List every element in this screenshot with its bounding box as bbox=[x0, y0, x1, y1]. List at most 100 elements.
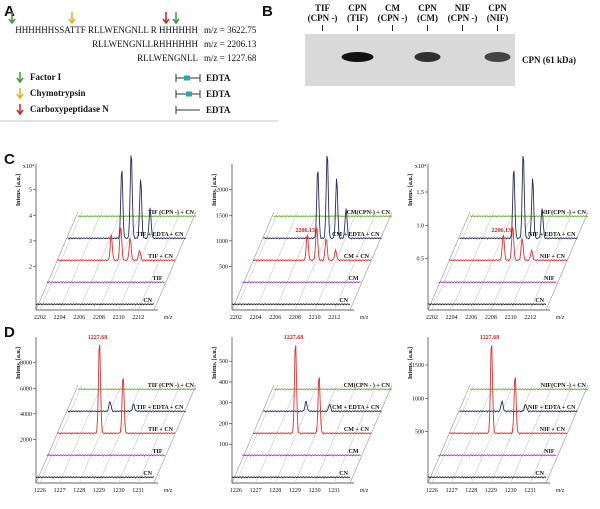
x-tick-label: 2212 bbox=[132, 315, 144, 321]
grid-line bbox=[294, 384, 338, 484]
trace-label: NIF(CPN -) + CN bbox=[541, 382, 587, 389]
depth-axis bbox=[545, 211, 589, 311]
y-axis-label: Intens. [a.u.] bbox=[212, 347, 218, 379]
peak-label: 1227.68 bbox=[480, 335, 500, 341]
lane-name: NIF bbox=[455, 3, 471, 13]
depth-axis bbox=[427, 384, 471, 484]
y-axis-label: Intens. [a.u.] bbox=[408, 174, 414, 206]
peak-label: 1227.68 bbox=[284, 335, 304, 341]
lane-name: CPN bbox=[348, 3, 367, 13]
x-tick-label: 1227 bbox=[446, 488, 458, 494]
trace-label: CN bbox=[535, 471, 544, 477]
enzyme-legend: Factor I Chymotrypsin Carboxypeptidase N… bbox=[16, 72, 231, 116]
spectrum-trace bbox=[46, 454, 165, 457]
lane-detail: (TIF) bbox=[347, 13, 368, 23]
y-tick-label: 2000 bbox=[20, 437, 32, 443]
grid-line bbox=[255, 211, 298, 311]
y-tick-label: 3 bbox=[29, 239, 32, 245]
grid-line bbox=[490, 211, 534, 311]
y-tick-label: 200 bbox=[219, 421, 228, 427]
spectrum-trace bbox=[263, 155, 382, 240]
spectrum-trace bbox=[273, 388, 393, 391]
x-tick-label: 2212 bbox=[524, 315, 536, 321]
spectrum-trace bbox=[448, 225, 567, 262]
x-tick-label: 2210 bbox=[309, 315, 321, 321]
spectrum-trace bbox=[35, 476, 155, 479]
spectrum-trace bbox=[77, 388, 197, 391]
depth-axis bbox=[427, 211, 471, 311]
x-tick-label: 1226 bbox=[230, 488, 242, 494]
peptide-sequence: RLLWENGNLL bbox=[137, 53, 198, 63]
x-tick-label: 1230 bbox=[309, 488, 321, 494]
lane-detail: (NIF) bbox=[487, 13, 509, 23]
grid-line bbox=[510, 211, 553, 311]
grid-line bbox=[255, 384, 298, 484]
peak-label: 2206.13 bbox=[492, 228, 512, 234]
grid-line bbox=[275, 384, 318, 484]
y-tick-label: 1.5 bbox=[417, 190, 425, 196]
peak-label: 2206.13 bbox=[296, 228, 316, 234]
x-tick-label: 2204 bbox=[54, 315, 66, 321]
spectrum-trace bbox=[242, 454, 361, 457]
spectrum-trace bbox=[470, 388, 589, 391]
inhibitor: EDTA bbox=[206, 73, 231, 83]
trace-label: CN bbox=[143, 298, 152, 304]
trace-label: CN bbox=[339, 298, 348, 304]
y-tick-label: 4 bbox=[29, 213, 32, 219]
grid-line bbox=[471, 384, 514, 484]
lane-detail: (CPN -) bbox=[308, 13, 338, 23]
depth-axis bbox=[35, 211, 79, 311]
y-tick-label: 300 bbox=[219, 401, 228, 407]
grid-line bbox=[79, 384, 122, 484]
trace-label: CM + CN bbox=[344, 254, 370, 260]
trace-label: NIF + CN bbox=[540, 254, 566, 260]
x-tick-label: 1229 bbox=[485, 488, 497, 494]
spectrum-trace bbox=[427, 476, 547, 479]
trace-label: NIF + CN bbox=[540, 427, 566, 433]
y-tick-label: 400 bbox=[219, 380, 228, 386]
grid-line bbox=[275, 211, 318, 311]
grid-line bbox=[98, 211, 142, 311]
y-tick-label: 500 bbox=[219, 264, 228, 270]
protein-band bbox=[341, 52, 374, 62]
depth-axis bbox=[35, 384, 79, 484]
depth-axis bbox=[349, 384, 393, 484]
x-tick-label: 2202 bbox=[230, 315, 242, 321]
spectrum-trace bbox=[242, 281, 361, 284]
grid-line bbox=[451, 211, 494, 311]
lane-name: CPN bbox=[418, 3, 437, 13]
lane-detail: (CPN -) bbox=[378, 13, 408, 23]
inhibitor: EDTA bbox=[206, 89, 231, 99]
trace-label: TIF + EDTA + CN bbox=[136, 232, 184, 238]
grid-line bbox=[138, 211, 181, 311]
grid-line bbox=[451, 384, 494, 484]
trace-label: TIF + CN bbox=[148, 427, 174, 433]
grid-line bbox=[431, 211, 475, 311]
cleavage-arrows bbox=[8, 12, 180, 25]
x-axis-unit: m/z bbox=[360, 315, 369, 321]
enzyme-name: Chymotrypsin bbox=[30, 88, 86, 98]
x-tick-label: 1229 bbox=[93, 488, 105, 494]
grid-line bbox=[39, 211, 83, 311]
y-tick-label: 500 bbox=[219, 359, 228, 365]
spectrum-plot: Intens. [a.u.] 500 1000 1500 2000 2202 2204 220… bbox=[212, 155, 393, 321]
spectrum-trace bbox=[459, 400, 578, 413]
depth-axis bbox=[545, 384, 589, 484]
peptide-mz: m/z = 2206.13 bbox=[204, 39, 257, 49]
spectrum-trace bbox=[77, 215, 197, 218]
grid-line bbox=[314, 384, 357, 484]
lane-name: CPN bbox=[488, 3, 507, 13]
y-axis-label: Intens. [a.u.] bbox=[408, 347, 414, 379]
depth-axis bbox=[231, 211, 275, 311]
y-axis-label: Intens. [a.u.] bbox=[16, 174, 22, 206]
x-axis-unit: m/z bbox=[360, 488, 369, 494]
grid-line bbox=[59, 211, 102, 311]
y-tick-label: 8000 bbox=[20, 361, 32, 367]
trace-label: CM(CPN - ) + CN bbox=[344, 382, 391, 389]
x-tick-label: 2210 bbox=[113, 315, 125, 321]
grid-line bbox=[98, 384, 142, 484]
x-axis-unit: m/z bbox=[164, 315, 173, 321]
x-tick-label: 1231 bbox=[132, 488, 144, 494]
spectrum-trace bbox=[273, 215, 393, 218]
